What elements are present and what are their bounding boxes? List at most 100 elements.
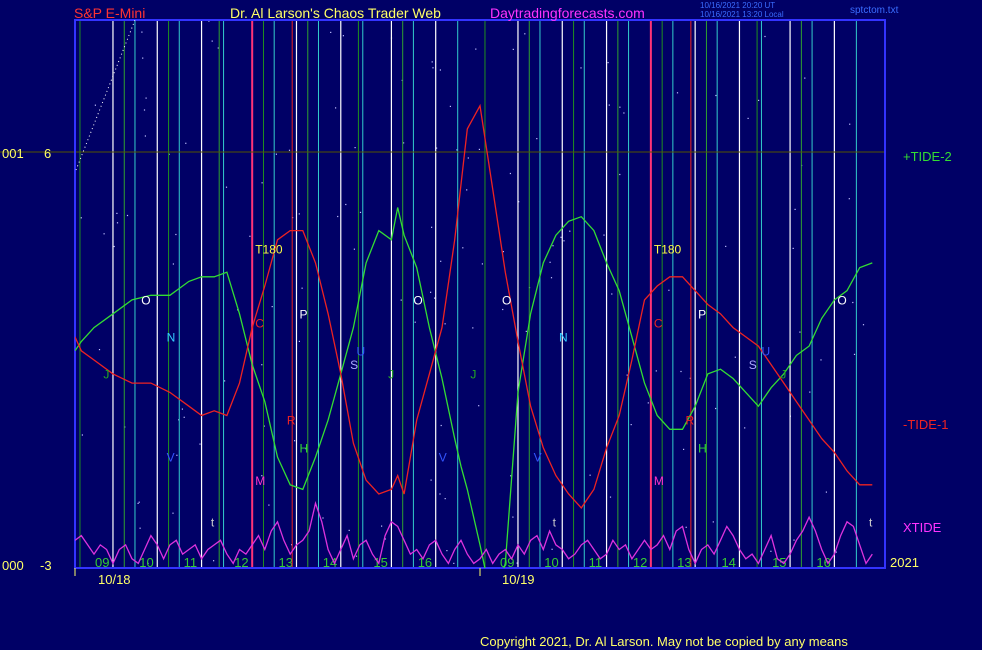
hour-tick-label: 16 bbox=[816, 555, 830, 570]
noise-dot bbox=[208, 20, 210, 22]
marker-t180: T180 bbox=[255, 243, 283, 257]
noise-dot bbox=[330, 31, 332, 33]
marker-t180: T180 bbox=[654, 243, 682, 257]
noise-dot bbox=[354, 147, 356, 149]
noise-dot bbox=[689, 377, 691, 379]
series--tide-2 bbox=[75, 207, 873, 568]
noise-dot bbox=[552, 245, 554, 247]
noise-dot bbox=[172, 263, 174, 265]
noise-dot bbox=[181, 408, 183, 410]
hour-tick-label: 13 bbox=[677, 555, 691, 570]
axis-top-left: 001 bbox=[2, 146, 24, 161]
noise-dot bbox=[142, 57, 144, 59]
noise-dot bbox=[213, 560, 215, 562]
noise-dot bbox=[607, 62, 609, 64]
hour-tick-label: 14 bbox=[721, 555, 735, 570]
noise-dot bbox=[440, 260, 442, 262]
noise-dot bbox=[453, 562, 455, 564]
noise-dot bbox=[623, 112, 625, 114]
noise-dot bbox=[449, 105, 451, 107]
noise-dot bbox=[261, 364, 263, 366]
site-title[interactable]: Daytradingforecasts.com bbox=[490, 5, 645, 21]
noise-dot bbox=[472, 327, 474, 329]
noise-dot bbox=[224, 380, 226, 382]
noise-dot bbox=[825, 491, 827, 493]
noise-dot bbox=[793, 539, 795, 541]
noise-dot bbox=[502, 251, 504, 253]
marker-o: O bbox=[837, 294, 846, 308]
noise-dot bbox=[725, 245, 727, 247]
marker-n: N bbox=[559, 331, 568, 345]
marker-h: H bbox=[698, 441, 707, 455]
noise-dot bbox=[603, 234, 605, 236]
noise-dot bbox=[852, 301, 854, 304]
noise-dot bbox=[466, 189, 468, 191]
marker-c: C bbox=[654, 317, 663, 331]
hour-tick-label: 12 bbox=[633, 555, 647, 570]
marker-v: V bbox=[439, 451, 447, 465]
noise-dot bbox=[414, 321, 416, 323]
noise-dot bbox=[444, 323, 446, 325]
noise-dot bbox=[502, 308, 504, 311]
noise-dot bbox=[275, 153, 277, 155]
marker-m: M bbox=[255, 474, 265, 488]
hour-tick-label: 09 bbox=[95, 555, 109, 570]
noise-dot bbox=[80, 217, 82, 219]
noise-dot bbox=[655, 370, 657, 372]
noise-dot bbox=[560, 236, 562, 238]
timestamp-local: 10/16/2021 13:20 Local bbox=[700, 10, 784, 19]
marker-h: H bbox=[299, 441, 308, 455]
noise-dot bbox=[462, 247, 464, 249]
noise-dot bbox=[715, 94, 717, 97]
noise-dot bbox=[747, 117, 749, 119]
noise-dot bbox=[467, 157, 469, 159]
noise-dot bbox=[217, 47, 219, 49]
copyright-footer: Copyright 2021, Dr. Al Larson. May not b… bbox=[480, 634, 848, 649]
noise-dot bbox=[589, 474, 591, 476]
noise-dot bbox=[647, 402, 649, 404]
noise-dot bbox=[715, 407, 717, 410]
noise-dot bbox=[94, 104, 96, 106]
date-label-1: 10/18 bbox=[98, 572, 131, 587]
noise-dot bbox=[178, 419, 180, 421]
noise-dot bbox=[137, 502, 139, 504]
noise-dot bbox=[456, 149, 458, 151]
noise-dot bbox=[288, 149, 291, 151]
noise-dot bbox=[475, 48, 477, 50]
noise-dot bbox=[249, 235, 251, 237]
hour-tick-label: 15 bbox=[373, 555, 387, 570]
noise-dot bbox=[626, 374, 628, 376]
noise-dot bbox=[849, 123, 851, 125]
noise-dot bbox=[431, 226, 433, 228]
noise-dot bbox=[630, 424, 632, 426]
noise-dot bbox=[138, 501, 140, 503]
noise-dot bbox=[298, 213, 300, 215]
chart-frame bbox=[74, 19, 886, 569]
data-file-name: sptctom.txt bbox=[850, 5, 899, 16]
noise-dot bbox=[335, 107, 337, 109]
noise-dot bbox=[758, 99, 760, 101]
marker-t: t bbox=[211, 515, 215, 529]
noise-dot bbox=[384, 538, 386, 540]
noise-dot bbox=[804, 77, 806, 79]
marker-v: V bbox=[534, 451, 542, 465]
hour-tick-label: 10 bbox=[544, 555, 558, 570]
noise-dot bbox=[322, 517, 324, 519]
noise-dot bbox=[145, 97, 147, 99]
noise-dot bbox=[98, 349, 101, 351]
noise-dot bbox=[744, 427, 746, 429]
noise-dot bbox=[609, 496, 612, 498]
noise-dot bbox=[439, 493, 441, 495]
noise-dot bbox=[668, 289, 670, 291]
noise-dot bbox=[271, 306, 273, 308]
hour-tick-label: 13 bbox=[278, 555, 292, 570]
noise-dot bbox=[172, 512, 174, 514]
noise-dot bbox=[430, 291, 432, 293]
hour-tick-label: 11 bbox=[184, 555, 198, 570]
noise-dot bbox=[113, 245, 115, 248]
noise-dot bbox=[563, 240, 565, 242]
noise-dot bbox=[525, 330, 527, 332]
marker-n: N bbox=[167, 331, 176, 345]
noise-dot bbox=[619, 173, 621, 176]
marker-r: R bbox=[287, 414, 296, 428]
